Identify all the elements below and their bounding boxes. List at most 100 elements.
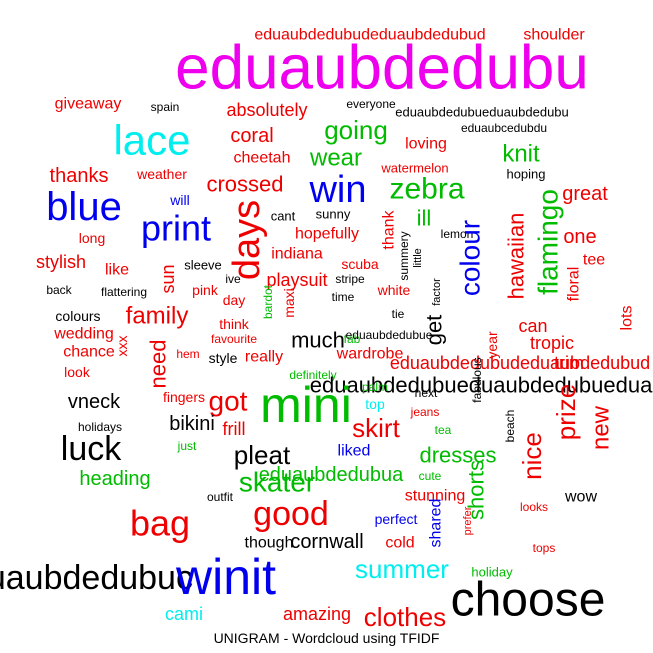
word: trim: [554, 353, 584, 373]
word: hopefully: [295, 226, 359, 243]
word: tropic: [530, 333, 574, 353]
word: get: [422, 315, 447, 346]
word: flattering: [101, 285, 147, 299]
word: wardrobe: [336, 346, 404, 363]
word: everyone: [346, 97, 396, 111]
word: style: [209, 350, 238, 366]
word: holiday: [471, 565, 513, 580]
word: going: [324, 115, 388, 145]
word: outfit: [207, 490, 234, 504]
word: next: [415, 386, 438, 400]
word: print: [141, 208, 211, 249]
word: stunning: [405, 488, 466, 505]
word: eduaubdedubueduaubdedubu: [395, 105, 569, 120]
word: knit: [502, 141, 540, 168]
word: pleat: [234, 440, 291, 470]
word: eduaubdedubua: [259, 464, 404, 486]
word: favourite: [211, 332, 257, 346]
word: skater: [239, 467, 315, 498]
word: one: [563, 226, 596, 248]
caption: UNIGRAM - Wordcloud using TFIDF: [213, 630, 440, 646]
word: shared: [428, 499, 445, 548]
word: eduaubdedubudeduaubdedubud: [254, 27, 485, 44]
word: watermelon: [380, 161, 448, 176]
word: tops: [533, 541, 556, 555]
word: good: [253, 495, 329, 533]
word: colours: [55, 308, 100, 324]
word: bardot: [261, 284, 275, 319]
word: think: [219, 316, 250, 332]
word: nice: [517, 432, 547, 480]
word: eduaubdedubueduaubdedubueduaubdedubu: [310, 373, 653, 398]
word: dresses: [419, 443, 496, 468]
word: bikini: [169, 413, 215, 435]
word: wear: [309, 145, 362, 172]
word: skirt: [352, 413, 400, 443]
word: sleeve: [184, 258, 222, 273]
word: back: [46, 283, 72, 297]
word: bag: [130, 503, 190, 544]
word: fabulous: [470, 357, 484, 402]
word: got: [209, 386, 248, 417]
word: blue: [46, 185, 122, 229]
word: eduaubdedubudeduaubdedubud: [390, 353, 650, 373]
word: family: [126, 303, 189, 330]
word: though: [245, 535, 294, 552]
word: tie: [392, 307, 405, 321]
word: pink: [192, 282, 219, 298]
word: wow: [564, 489, 597, 506]
word: lace: [113, 117, 190, 164]
word: sun: [158, 264, 178, 293]
word: weather: [136, 166, 187, 182]
word: eduaubcedubdu: [461, 121, 547, 135]
word: factor: [431, 278, 443, 306]
word: zebra: [389, 173, 464, 206]
word: prize: [551, 384, 581, 440]
word: luck: [61, 430, 122, 468]
word: white: [377, 282, 411, 298]
word: spain: [151, 100, 180, 114]
word: crossed: [206, 172, 283, 197]
word: ive: [225, 272, 241, 286]
word: xxx: [114, 336, 130, 357]
word: tea: [435, 423, 452, 437]
word: colour: [455, 220, 486, 296]
word: hawaiian: [504, 213, 529, 300]
word: eduaubdedubu: [175, 34, 589, 103]
word: day: [223, 292, 246, 308]
word: new: [588, 405, 615, 450]
word: will: [169, 192, 189, 208]
word: flamingo: [533, 189, 564, 295]
word: wedding: [53, 326, 114, 343]
word: tee: [583, 252, 605, 269]
word: hem: [176, 347, 199, 361]
word: hoping: [506, 167, 545, 182]
word: year: [484, 331, 500, 359]
word: frill: [223, 419, 246, 439]
word: winit: [175, 549, 276, 605]
word: cute: [419, 469, 442, 483]
word: really: [245, 349, 283, 366]
word: lemon: [441, 227, 474, 241]
word: sunny: [316, 207, 351, 222]
word: eduaubdedubuc: [0, 559, 193, 597]
word: mini: [260, 377, 352, 433]
word: playsuit: [266, 270, 327, 290]
word: time: [332, 290, 355, 304]
word: little: [412, 248, 424, 268]
word: cant: [271, 209, 296, 224]
word: summer: [355, 554, 449, 584]
word: prefer: [462, 506, 474, 535]
word: maxi: [281, 288, 297, 318]
word: amazing: [283, 604, 351, 624]
word: days: [226, 200, 268, 280]
word: cold: [385, 535, 414, 552]
word: vneck: [68, 391, 121, 413]
word: palm: [362, 380, 388, 394]
word: thanks: [50, 165, 109, 187]
word: lots: [619, 306, 636, 331]
word: looks: [520, 500, 548, 514]
word: cami: [165, 604, 203, 624]
word: thank: [381, 209, 398, 249]
